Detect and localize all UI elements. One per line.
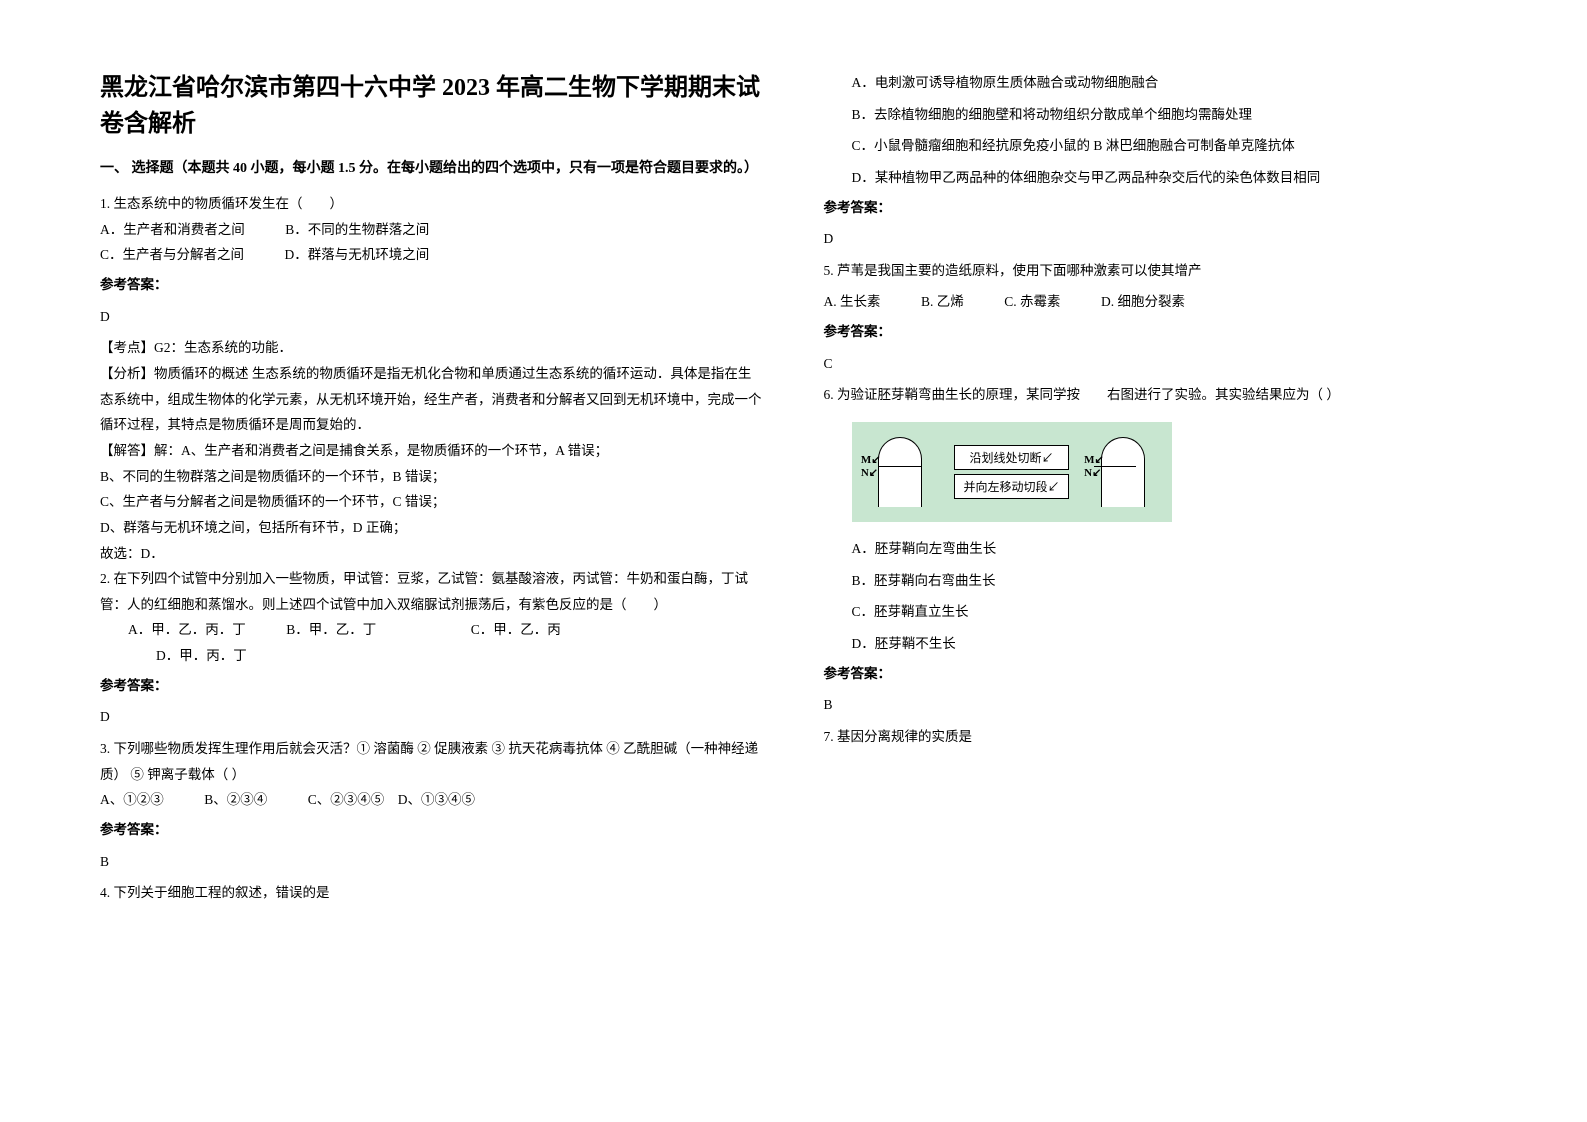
q1-opt-c: C．生产者与分解者之间 bbox=[100, 247, 244, 262]
q5-stem: 5. 芦苇是我国主要的造纸原料，使用下面哪种激素可以使其增产 bbox=[824, 258, 1488, 284]
diag-text-1: 沿划线处切断↙ bbox=[954, 445, 1068, 470]
q4-opt-b: B．去除植物细胞的细胞壁和将动物组织分散成单个细胞均需酶处理 bbox=[824, 102, 1488, 128]
q1-exp-4: B、不同的生物群落之间是物质循环的一个环节，B 错误； bbox=[100, 464, 764, 490]
q6-opt-d: D．胚芽鞘不生长 bbox=[824, 631, 1488, 657]
q2-opt-c: C．甲．乙．丙 bbox=[471, 622, 561, 637]
q6-opt-c: C．胚芽鞘直立生长 bbox=[824, 599, 1488, 625]
q1-opt-d: D．群落与无机环境之间 bbox=[285, 247, 430, 262]
label-n: N↙ bbox=[861, 467, 881, 480]
section-header: 一、 选择题（本题共 40 小题，每小题 1.5 分。在每小题给出的四个选项中，… bbox=[100, 156, 764, 181]
right-column: A．电刺激可诱导植物原生质体融合或动物细胞融合 B．去除植物细胞的细胞壁和将动物… bbox=[824, 70, 1488, 1082]
label-n-r: N↙ bbox=[1084, 467, 1104, 480]
q5-opt-a: A. 生长素 bbox=[824, 294, 881, 309]
page-title: 黑龙江省哈尔滨市第四十六中学 2023 年高二生物下学期期末试卷含解析 bbox=[100, 70, 764, 142]
q1-exp-6: D、群落与无机环境之间，包括所有环节，D 正确； bbox=[100, 515, 764, 541]
q1-exp-5: C、生产者与分解者之间是物质循环的一个环节，C 错误； bbox=[100, 489, 764, 515]
q6-answer-value: B bbox=[824, 692, 1488, 718]
q6-opt-b: B．胚芽鞘向右弯曲生长 bbox=[824, 568, 1488, 594]
q2-opt-d: D．甲．丙．丁 bbox=[100, 643, 764, 669]
q5-answer-value: C bbox=[824, 351, 1488, 377]
label-m-r: M↙ bbox=[1084, 454, 1104, 467]
q1-opt-a: A．生产者和消费者之间 bbox=[100, 222, 245, 237]
q2-answer-label: 参考答案： bbox=[100, 673, 764, 699]
q1-answer-value: D bbox=[100, 304, 764, 330]
q6-stem: 6. 为验证胚芽鞘弯曲生长的原理，某同学按 右图进行了实验。其实验结果应为（ ） bbox=[824, 382, 1488, 408]
q1-answer-label: 参考答案： bbox=[100, 272, 764, 298]
left-column: 黑龙江省哈尔滨市第四十六中学 2023 年高二生物下学期期末试卷含解析 一、 选… bbox=[100, 70, 764, 1082]
q4-opt-c: C．小鼠骨髓瘤细胞和经抗原免疫小鼠的 B 淋巴细胞融合可制备单克隆抗体 bbox=[824, 133, 1488, 159]
q3-stem: 3. 下列哪些物质发挥生理作用后就会灭活？① 溶菌酶 ② 促胰液素 ③ 抗天花病… bbox=[100, 736, 764, 787]
q4-stem: 4. 下列关于细胞工程的叙述，错误的是 bbox=[100, 880, 764, 906]
q4-answer-label: 参考答案： bbox=[824, 195, 1488, 221]
shoot-right: M↙ N↙ bbox=[1101, 437, 1145, 507]
q4-opt-d: D．某种植物甲乙两品种的体细胞杂交与甲乙两品种杂交后代的染色体数目相同 bbox=[824, 165, 1488, 191]
shoot-left: M↙ N↙ bbox=[878, 437, 922, 507]
diag-text-2: 并向左移动切段↙ bbox=[954, 474, 1068, 499]
shoot-left-labels: M↙ N↙ bbox=[861, 454, 881, 480]
q4-answer-value: D bbox=[824, 226, 1488, 252]
shoot-right-labels: M↙ N↙ bbox=[1084, 454, 1104, 480]
diagram-text: 沿划线处切断↙ 并向左移动切段↙ bbox=[954, 445, 1068, 499]
q2-stem: 2. 在下列四个试管中分别加入一些物质，甲试管：豆浆，乙试管：氨基酸溶液，丙试管… bbox=[100, 566, 764, 617]
label-m: M↙ bbox=[861, 454, 881, 467]
q6-answer-label: 参考答案： bbox=[824, 661, 1488, 687]
q2-answer-value: D bbox=[100, 704, 764, 730]
q3-answer-label: 参考答案： bbox=[100, 817, 764, 843]
q1-exp-2: 【分析】物质循环的概述 生态系统的物质循环是指无机化合物和单质通过生态系统的循环… bbox=[100, 361, 764, 438]
q1-exp-3: 【解答】解：A、生产者和消费者之间是捕食关系，是物质循环的一个环节，A 错误； bbox=[100, 438, 764, 464]
q1-exp-1: 【考点】G2：生态系统的功能． bbox=[100, 335, 764, 361]
q2-options-row1: A．甲．乙．丙．丁 B．甲．乙．丁 C．甲．乙．丙 bbox=[100, 617, 764, 643]
q1-stem: 1. 生态系统中的物质循环发生在（ ） bbox=[100, 191, 764, 217]
q6-opt-a: A．胚芽鞘向左弯曲生长 bbox=[824, 536, 1488, 562]
q1-options-row2: C．生产者与分解者之间 D．群落与无机环境之间 bbox=[100, 242, 764, 268]
q4-opt-a: A．电刺激可诱导植物原生质体融合或动物细胞融合 bbox=[824, 70, 1488, 96]
q3-answer-value: B bbox=[100, 849, 764, 875]
q5-answer-label: 参考答案： bbox=[824, 319, 1488, 345]
q1-options-row1: A．生产者和消费者之间 B．不同的生物群落之间 bbox=[100, 217, 764, 243]
q1-opt-b: B．不同的生物群落之间 bbox=[285, 222, 429, 237]
q2-opt-b: B．甲．乙．丁 bbox=[286, 622, 376, 637]
q3-options: A、①②③ B、②③④ C、②③④⑤ D、①③④⑤ bbox=[100, 787, 764, 813]
q7-stem: 7. 基因分离规律的实质是 bbox=[824, 724, 1488, 750]
q5-opt-c: C. 赤霉素 bbox=[1004, 294, 1060, 309]
q5-opt-b: B. 乙烯 bbox=[921, 294, 964, 309]
q5-opt-d: D. 细胞分裂素 bbox=[1101, 294, 1185, 309]
q2-opt-a: A．甲．乙．丙．丁 bbox=[128, 622, 246, 637]
q1-exp-7: 故选：D． bbox=[100, 541, 764, 567]
q6-diagram: M↙ N↙ 沿划线处切断↙ 并向左移动切段↙ M↙ N↙ bbox=[852, 422, 1172, 522]
q5-options: A. 生长素 B. 乙烯 C. 赤霉素 D. 细胞分裂素 bbox=[824, 289, 1488, 315]
